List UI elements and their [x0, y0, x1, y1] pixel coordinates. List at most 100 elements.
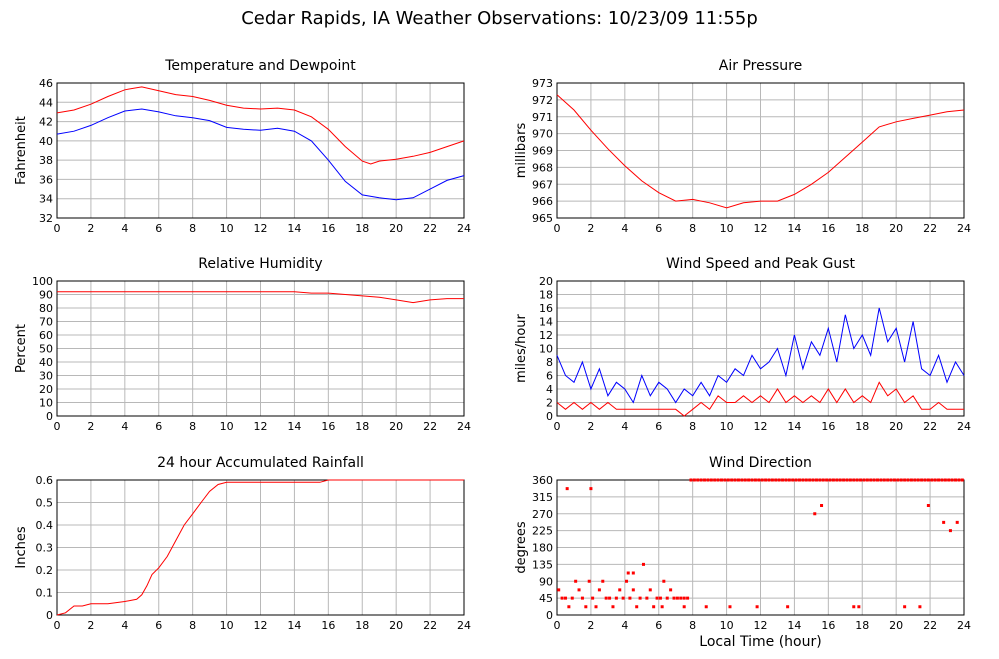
direction-point — [960, 478, 964, 482]
direction-point — [760, 478, 764, 482]
y-tick-label: 20 — [539, 275, 553, 288]
direction-point — [750, 478, 754, 482]
direction-point — [814, 478, 818, 482]
plot-frame — [56, 280, 465, 417]
x-tick-label: 2 — [587, 222, 594, 235]
direction-point — [577, 588, 581, 592]
y-tick-label: 360 — [532, 474, 553, 487]
direction-point — [808, 478, 812, 482]
x-tick-label: 4 — [621, 619, 628, 632]
direction-point — [682, 596, 686, 600]
x-tick-label: 16 — [821, 619, 835, 632]
direction-point — [660, 605, 664, 609]
x-tick-label: 18 — [355, 619, 369, 632]
x-tick-label: 18 — [355, 420, 369, 433]
direction-point — [565, 487, 569, 491]
y-tick-label: 20 — [39, 383, 53, 396]
y-tick-label: 80 — [39, 302, 53, 315]
x-tick-label: 14 — [787, 420, 801, 433]
x-tick-label: 20 — [889, 619, 903, 632]
direction-point — [703, 478, 707, 482]
direction-point — [896, 478, 900, 482]
direction-point — [882, 478, 886, 482]
y-tick-label: 971 — [532, 111, 553, 124]
direction-point — [835, 478, 839, 482]
x-tick-label: 0 — [554, 420, 561, 433]
x-tick-label: 18 — [855, 420, 869, 433]
y-tick-label: 40 — [39, 135, 53, 148]
direction-point — [753, 478, 757, 482]
x-tick-label: 22 — [923, 619, 937, 632]
x-tick-label: 14 — [787, 619, 801, 632]
direction-point — [672, 596, 676, 600]
y-tick-label: 973 — [532, 77, 553, 90]
direction-point — [820, 504, 824, 507]
direction-point — [648, 588, 652, 592]
x-tick-label: 16 — [321, 420, 335, 433]
x-tick-label: 4 — [121, 420, 128, 433]
x-tick-label: 12 — [754, 222, 768, 235]
y-tick-label: 0 — [546, 410, 553, 423]
direction-point — [740, 478, 744, 482]
direction-point — [557, 588, 561, 592]
direction-point — [716, 478, 720, 482]
x-tick-label: 2 — [587, 619, 594, 632]
x-tick-label: 20 — [889, 222, 903, 235]
chart-title: Air Pressure — [719, 58, 802, 74]
direction-point — [784, 478, 788, 482]
direction-point — [798, 478, 802, 482]
direction-point — [706, 478, 710, 482]
direction-point — [942, 520, 946, 524]
direction-point — [831, 478, 835, 482]
direction-point — [852, 605, 856, 609]
direction-point — [859, 478, 863, 482]
x-tick-label: 12 — [754, 619, 768, 632]
y-tick-label: 10 — [39, 397, 53, 410]
direction-point — [641, 562, 645, 566]
y-axis-label: miles/hour — [514, 313, 529, 382]
direction-point — [954, 478, 958, 482]
direction-point — [689, 478, 693, 482]
y-tick-label: 42 — [39, 116, 53, 129]
y-tick-label: 46 — [39, 77, 53, 90]
direction-point — [845, 478, 849, 482]
direction-point — [777, 478, 781, 482]
direction-point — [635, 605, 639, 609]
y-tick-label: 18 — [539, 289, 553, 302]
y-tick-label: 4 — [546, 383, 553, 396]
x-tick-label: 12 — [254, 420, 268, 433]
x-tick-label: 24 — [957, 420, 971, 433]
direction-point — [726, 478, 730, 482]
y-tick-label: 0.2 — [36, 564, 54, 577]
chart-title: Relative Humidity — [198, 256, 322, 272]
x-tick-label: 10 — [220, 222, 234, 235]
x-tick-label: 0 — [54, 420, 61, 433]
y-tick-label: 0.5 — [36, 497, 54, 510]
x-tick-label: 16 — [821, 420, 835, 433]
direction-point — [903, 605, 907, 609]
direction-point — [621, 596, 625, 600]
x-tick-label: 24 — [957, 619, 971, 632]
direction-point — [865, 478, 869, 482]
direction-point — [899, 478, 903, 482]
direction-point — [886, 478, 890, 482]
series-line-1 — [556, 381, 964, 417]
x-tick-label: 10 — [720, 222, 734, 235]
direction-point — [950, 478, 954, 482]
x-tick-label: 16 — [321, 222, 335, 235]
y-axis-label: millibars — [514, 123, 529, 179]
direction-point — [723, 478, 727, 482]
y-tick-label: 0.3 — [36, 542, 54, 555]
x-tick-label: 16 — [821, 222, 835, 235]
x-tick-label: 6 — [655, 619, 662, 632]
y-tick-label: 50 — [39, 343, 53, 356]
direction-point — [743, 478, 747, 482]
direction-point — [614, 596, 618, 600]
direction-point — [699, 478, 703, 482]
y-tick-label: 965 — [532, 212, 553, 225]
y-tick-label: 6 — [546, 370, 553, 383]
direction-point — [658, 596, 662, 600]
direction-point — [818, 478, 822, 482]
